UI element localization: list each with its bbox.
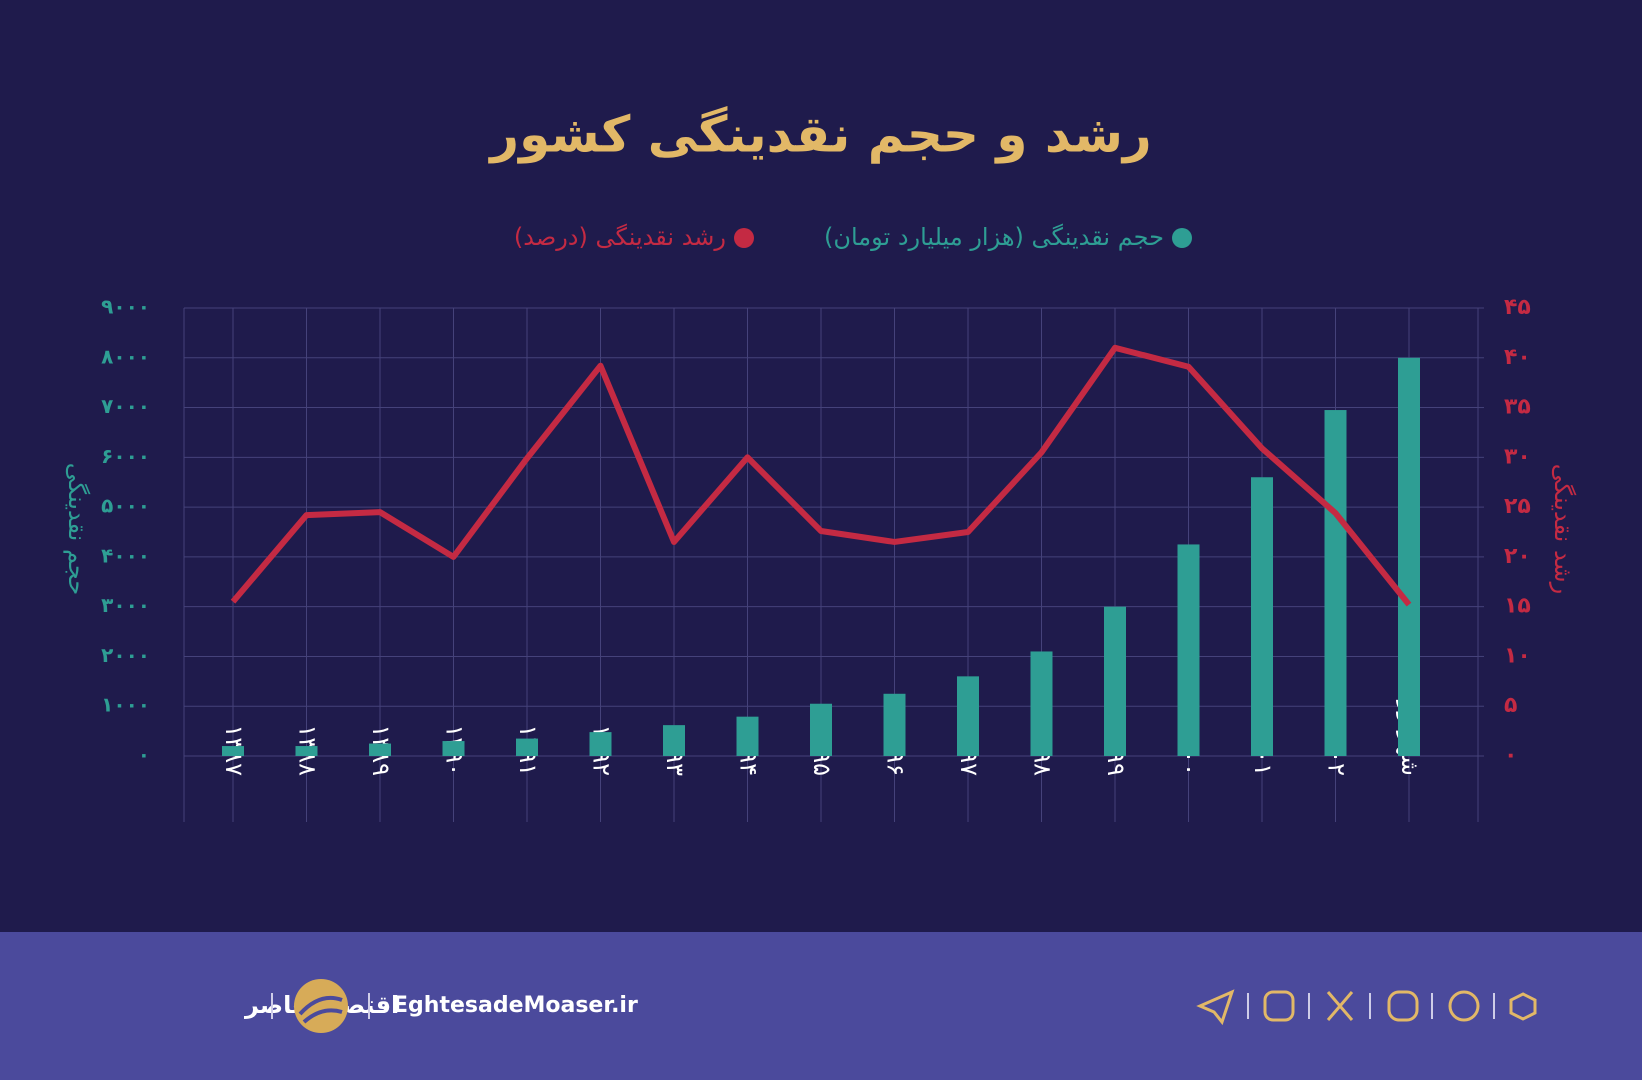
y2-tick-label: ۱۰ <box>1504 643 1531 668</box>
legend-label: رشد نقدینگی (درصد) <box>514 223 726 251</box>
y-tick-label: ۵۰۰۰ <box>101 494 150 518</box>
line-series <box>230 344 1412 607</box>
bar <box>810 703 832 756</box>
y-axis-title: حجم نقدینگی <box>63 463 91 596</box>
chart-title: رشد و حجم نقدینگی کشور <box>487 106 1151 165</box>
y-tick-label: ۱۰۰۰ <box>101 693 150 717</box>
app-icon[interactable] <box>1387 990 1419 1022</box>
y2-tick-label: ۲۰ <box>1504 544 1531 569</box>
y2-tick-label: ۲۵ <box>1504 494 1531 519</box>
bar <box>883 693 906 756</box>
y2-tick-label: ۵ <box>1504 693 1517 718</box>
bar <box>957 676 979 756</box>
y-tick-label: ۶۰۰۰ <box>101 444 150 468</box>
bar <box>1177 544 1200 756</box>
bar <box>663 725 685 756</box>
legend-marker <box>734 228 754 248</box>
bar <box>589 732 612 756</box>
bar <box>516 738 538 756</box>
y2-tick-label: ۳۰ <box>1504 444 1531 469</box>
app-icon[interactable] <box>1509 992 1537 1021</box>
telegram-icon[interactable] <box>1196 989 1235 1026</box>
bar <box>295 746 318 756</box>
website[interactable]: EghtesadeMoaser.ir <box>393 993 638 1018</box>
y-tick-label: ۷۰۰۰ <box>101 394 150 418</box>
instagram-icon[interactable] <box>1263 990 1295 1022</box>
y-tick-label: ۹۰۰۰ <box>101 295 150 319</box>
icon-dividers <box>1247 993 1495 1019</box>
legend-marker <box>1172 228 1192 248</box>
bar <box>222 746 244 756</box>
bar <box>1104 606 1126 756</box>
legend-label: حجم نقدینگی (هزار میلیارد تومان) <box>824 223 1164 251</box>
bar <box>1030 651 1053 756</box>
bar <box>1324 410 1347 756</box>
y-tick-label: ۲۰۰۰ <box>101 643 150 667</box>
bar <box>1251 477 1273 756</box>
y2-tick-label: ۱۵ <box>1504 594 1531 619</box>
app-icon[interactable] <box>1448 990 1480 1022</box>
footer-bar <box>0 932 1642 1080</box>
y-tick-label: ۰ <box>138 743 150 767</box>
x-icon[interactable] <box>1326 991 1354 1021</box>
bar <box>442 741 465 756</box>
y2-tick-label: ۴۵ <box>1504 295 1531 320</box>
bar <box>1398 357 1420 756</box>
y2-tick-label: ۴۰ <box>1504 345 1531 370</box>
y2-axis-title: رشد نقدینگی <box>1549 464 1577 595</box>
y-tick-label: ۸۰۰۰ <box>101 344 150 368</box>
y2-tick-label: ۳۵ <box>1504 395 1531 420</box>
y2-tick-label: ۰ <box>1504 743 1517 768</box>
logo-mark <box>298 995 343 1024</box>
y-tick-label: ۳۰۰۰ <box>101 593 150 617</box>
logo <box>294 979 348 1033</box>
social-icons <box>1196 989 1537 1026</box>
bar <box>369 743 391 756</box>
bar <box>736 716 759 756</box>
y-tick-label: ۴۰۰۰ <box>101 543 150 567</box>
